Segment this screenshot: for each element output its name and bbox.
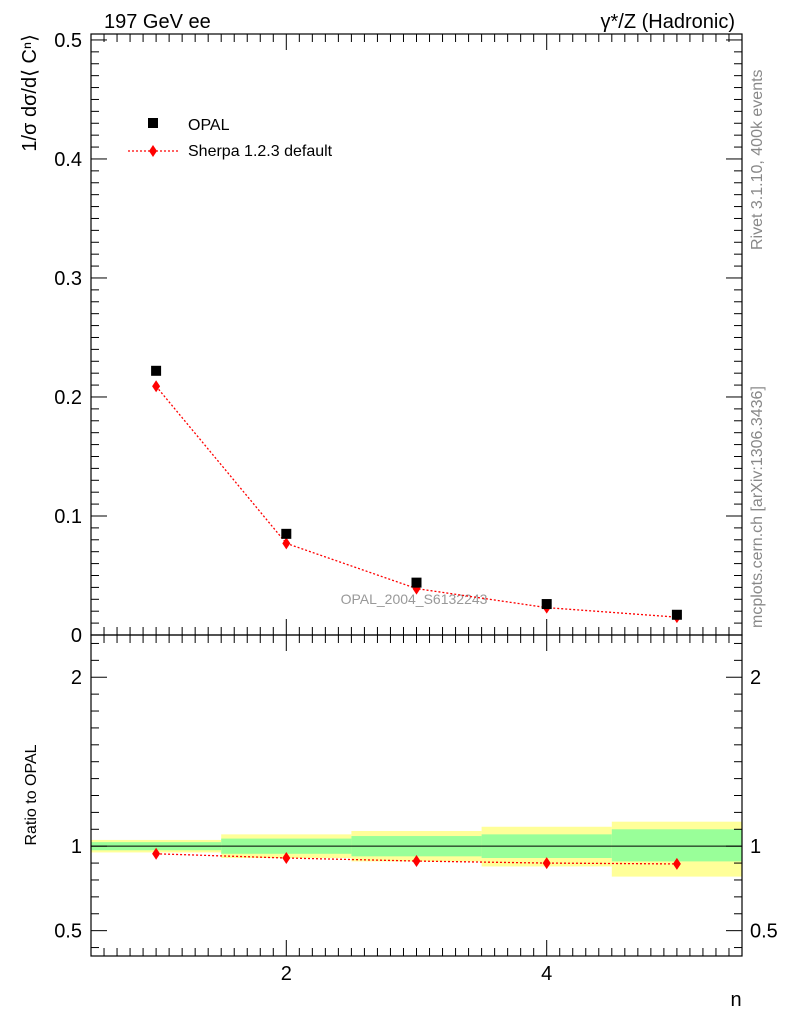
legend-sherpa-label: Sherpa 1.2.3 default: [188, 143, 333, 160]
main-ylabel: 1/σ dσ/d⟨ Cⁿ⟩: [19, 34, 41, 152]
legend: OPAL Sherpa 1.2.3 default: [128, 117, 333, 160]
main-y-tick-label: 0: [71, 625, 82, 647]
opal-point: [671, 609, 682, 620]
opal-point: [151, 365, 162, 376]
sherpa-point: [152, 380, 161, 393]
ratio-plot-frame: [90, 634, 743, 957]
opal-point: [541, 599, 552, 610]
main-y-tick-label: 0.1: [54, 506, 82, 528]
main-y-tick-label: 0.3: [54, 268, 82, 290]
rivet-label: Rivet 3.1.10, 400k events: [749, 69, 766, 250]
ratio-sherpa-point: [412, 855, 421, 868]
main-y-tick-label: 0.2: [54, 387, 82, 409]
ratio-sherpa-point: [672, 857, 681, 870]
x-axis-label: n: [730, 989, 741, 1011]
ratio-sherpa-point: [282, 852, 291, 865]
ratio-sherpa-point: [542, 857, 551, 870]
opal-point: [411, 577, 422, 588]
analysis-watermark: OPAL_2004_S6132243: [341, 591, 488, 607]
ratio-ylabel: Ratio to OPAL: [23, 744, 40, 845]
header-left: 197 GeV ee: [104, 11, 211, 33]
header-right: γ*/Z (Hadronic): [601, 11, 735, 33]
ratio-y-tick-label-left: 0.5: [54, 921, 82, 943]
main-y-tick-label: 0.4: [54, 149, 82, 171]
legend-opal-label: OPAL: [188, 117, 230, 134]
mcplots-label: mcplots.cern.ch [arXiv:1306.3436]: [749, 386, 766, 628]
opal-point: [281, 528, 292, 539]
x-tick-label: 2: [281, 963, 292, 985]
main-y-tick-label: 0.5: [54, 30, 82, 52]
legend-opal-marker: [148, 118, 158, 128]
x-tick-label: 4: [541, 963, 552, 985]
ratio-y-tick-label-right: 2: [750, 667, 761, 689]
ratio-y-tick-label-left: 2: [71, 667, 82, 689]
sherpa-point: [282, 537, 291, 550]
ratio-y-tick-label-left: 1: [71, 836, 82, 858]
ratio-y-tick-label-right: 1: [750, 836, 761, 858]
legend-sherpa-marker: [149, 145, 157, 157]
ratio-band-inner: [611, 829, 742, 862]
ratio-y-tick-label-right: 0.5: [750, 921, 778, 943]
ratio-sherpa-point: [152, 847, 161, 860]
